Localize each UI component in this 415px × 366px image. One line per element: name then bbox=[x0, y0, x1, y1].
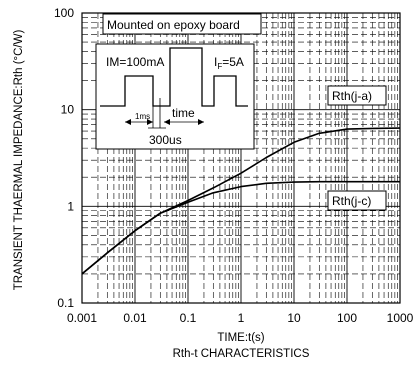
pulse-inset: IM=100mA IF=5A 1ms time 300us bbox=[95, 43, 255, 150]
pulse-inset-box bbox=[95, 43, 255, 150]
series-line-rth-jc bbox=[81, 180, 400, 275]
time-label: time bbox=[172, 106, 195, 120]
x-tick-label: 0.001 bbox=[67, 311, 97, 325]
y-tick-label: 0.1 bbox=[57, 296, 74, 310]
x-axis-label: TIME:t(s) bbox=[217, 332, 264, 344]
board-note: Mounted on epoxy board bbox=[107, 18, 240, 32]
arrowhead-2 bbox=[147, 119, 153, 125]
if-label: IF=5A bbox=[214, 55, 244, 71]
arrowhead-3 bbox=[164, 119, 170, 125]
y-axis-label: TRANSIENT THAERMAL IMPEDANCE:Rth (°C/W) bbox=[13, 30, 25, 291]
rth-jc-label-box bbox=[327, 190, 387, 211]
chart-caption: Rth-t CHARACTERISTICS bbox=[173, 348, 310, 360]
y-tick-label: 100 bbox=[54, 6, 74, 20]
if-label-sub: F bbox=[217, 62, 222, 71]
rth-jc-label: Rth(j-c) bbox=[332, 194, 371, 208]
plot-frame bbox=[81, 12, 401, 304]
y-tick-label: 1 bbox=[67, 199, 74, 213]
rth-jc-label-group: Rth(j-c) bbox=[327, 190, 387, 211]
im-label: IM=100mA bbox=[106, 55, 164, 69]
arrowhead-1 bbox=[125, 119, 131, 125]
rth-ja-label: Rth(j-a) bbox=[332, 89, 372, 103]
x-tick-label: 100 bbox=[337, 311, 357, 325]
if-label-i: I bbox=[214, 55, 217, 69]
y-tick-label: 10 bbox=[61, 103, 75, 117]
tick-labels: 0.001 0.01 0.1 1 10 100 1000 100 10 1 0.1 bbox=[54, 6, 414, 325]
x-tick-label: 0.1 bbox=[180, 311, 197, 325]
x-tick-label: 1 bbox=[238, 311, 245, 325]
series-layer bbox=[81, 127, 401, 275]
rth-ja-label-group: Rth(j-a) bbox=[327, 85, 387, 106]
arrowhead-4 bbox=[198, 119, 204, 125]
board-note-box bbox=[102, 13, 262, 35]
if-label-value: =5A bbox=[222, 55, 244, 69]
pulse-width-label: 1ms bbox=[135, 112, 150, 121]
x-tick-label: 0.01 bbox=[123, 311, 147, 325]
period-label: 300us bbox=[149, 133, 182, 147]
x-tick-label: 1000 bbox=[387, 311, 414, 325]
x-tick-label: 10 bbox=[287, 311, 301, 325]
rth-ja-label-box bbox=[327, 85, 387, 106]
pulse-waveform bbox=[100, 47, 248, 107]
